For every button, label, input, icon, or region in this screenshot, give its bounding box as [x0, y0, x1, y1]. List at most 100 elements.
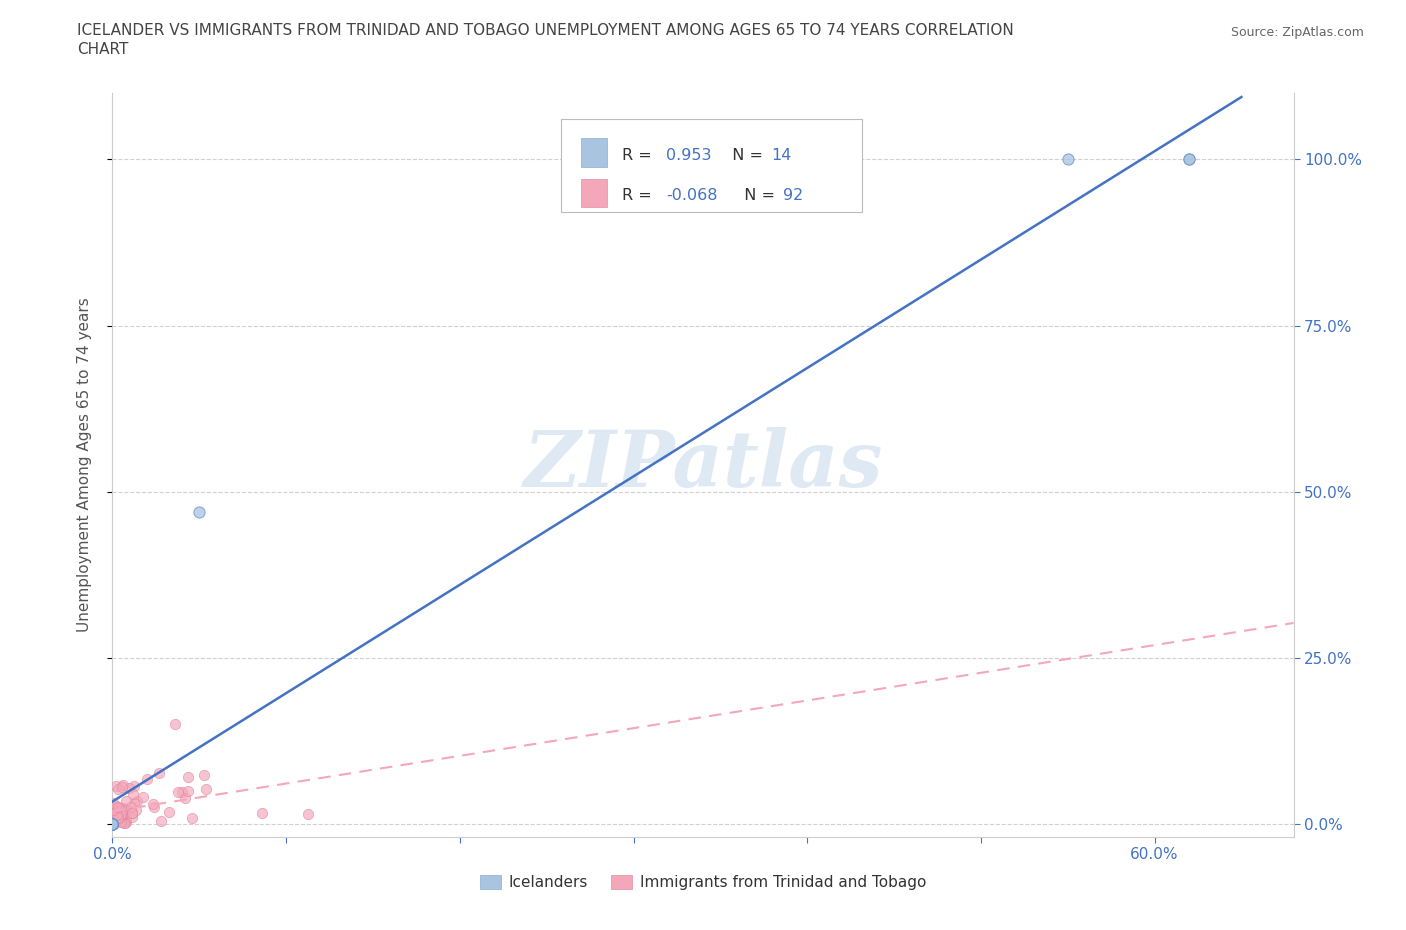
Point: [104, 811, 127, 826]
Point: [104, 803, 127, 817]
Point: [107, 800, 129, 815]
Point: [114, 802, 136, 817]
Point: [122, 787, 145, 802]
Point: [110, 805, 132, 820]
Point: [101, 795, 124, 810]
Point: [110, 814, 132, 829]
Point: [105, 815, 128, 830]
Point: [188, 504, 211, 519]
Point: [114, 816, 136, 830]
Point: [112, 816, 135, 830]
Point: [114, 803, 136, 817]
Point: [166, 785, 188, 800]
Text: Source: ZipAtlas.com: Source: ZipAtlas.com: [1230, 26, 1364, 39]
Point: [108, 805, 131, 820]
Text: -0.068: -0.068: [666, 188, 718, 203]
Point: [125, 793, 148, 808]
Point: [135, 772, 157, 787]
Point: [163, 717, 186, 732]
Point: [108, 805, 131, 820]
Text: ICELANDER VS IMMIGRANTS FROM TRINIDAD AND TOBAGO UNEMPLOYMENT AMONG AGES 65 TO 7: ICELANDER VS IMMIGRANTS FROM TRINIDAD AN…: [77, 23, 1014, 38]
Point: [174, 790, 197, 805]
Text: R =: R =: [621, 188, 657, 203]
FancyBboxPatch shape: [581, 179, 607, 206]
Point: [177, 783, 200, 798]
Text: 0.953: 0.953: [666, 148, 711, 163]
Point: [132, 790, 155, 804]
Point: [101, 817, 124, 831]
Text: ZIPatlas: ZIPatlas: [523, 427, 883, 503]
Point: [157, 805, 180, 820]
Point: [111, 800, 134, 815]
Point: [194, 781, 217, 796]
Point: [118, 780, 141, 795]
Point: [142, 796, 165, 811]
Point: [105, 806, 128, 821]
Point: [103, 805, 125, 820]
Point: [101, 808, 124, 823]
Point: [121, 805, 143, 820]
Point: [108, 810, 131, 825]
Point: [105, 799, 128, 814]
Point: [170, 784, 193, 799]
Point: [150, 814, 173, 829]
Point: [297, 806, 319, 821]
Point: [181, 810, 204, 825]
Point: [101, 817, 124, 831]
Text: 14: 14: [772, 148, 792, 163]
Point: [115, 814, 138, 829]
Point: [111, 812, 134, 827]
Point: [110, 806, 132, 821]
Point: [101, 817, 124, 831]
Point: [114, 806, 136, 821]
Point: [112, 807, 135, 822]
Point: [112, 805, 135, 820]
Point: [110, 813, 132, 828]
Point: [107, 810, 129, 825]
FancyBboxPatch shape: [561, 119, 862, 212]
Point: [105, 804, 128, 818]
Point: [250, 805, 273, 820]
Point: [1178, 152, 1201, 166]
Point: [101, 817, 124, 831]
Point: [104, 809, 127, 824]
Point: [125, 803, 148, 817]
Point: [101, 814, 124, 829]
Point: [105, 812, 128, 827]
Point: [107, 800, 129, 815]
Point: [104, 800, 127, 815]
Point: [120, 799, 142, 814]
Point: [111, 779, 134, 794]
Point: [115, 811, 138, 826]
Text: R =: R =: [621, 148, 657, 163]
Point: [115, 793, 138, 808]
Point: [148, 765, 170, 780]
FancyBboxPatch shape: [581, 139, 607, 166]
Point: [101, 803, 124, 817]
Point: [101, 817, 124, 831]
Point: [101, 817, 124, 831]
Point: [107, 811, 129, 826]
Point: [110, 815, 132, 830]
Point: [108, 809, 131, 824]
Point: [1056, 152, 1078, 166]
Point: [112, 802, 135, 817]
Point: [107, 781, 129, 796]
Point: [103, 805, 125, 820]
Text: N =: N =: [734, 188, 780, 203]
Point: [101, 807, 124, 822]
Point: [108, 813, 131, 828]
Point: [121, 809, 143, 824]
Point: [101, 817, 124, 831]
Point: [121, 805, 143, 820]
Point: [101, 817, 124, 831]
Point: [101, 817, 124, 831]
Point: [101, 805, 124, 820]
Point: [193, 767, 215, 782]
Point: [122, 796, 145, 811]
Point: [142, 800, 165, 815]
Point: [105, 807, 128, 822]
Point: [101, 817, 124, 831]
Point: [108, 802, 131, 817]
Text: CHART: CHART: [77, 42, 129, 57]
